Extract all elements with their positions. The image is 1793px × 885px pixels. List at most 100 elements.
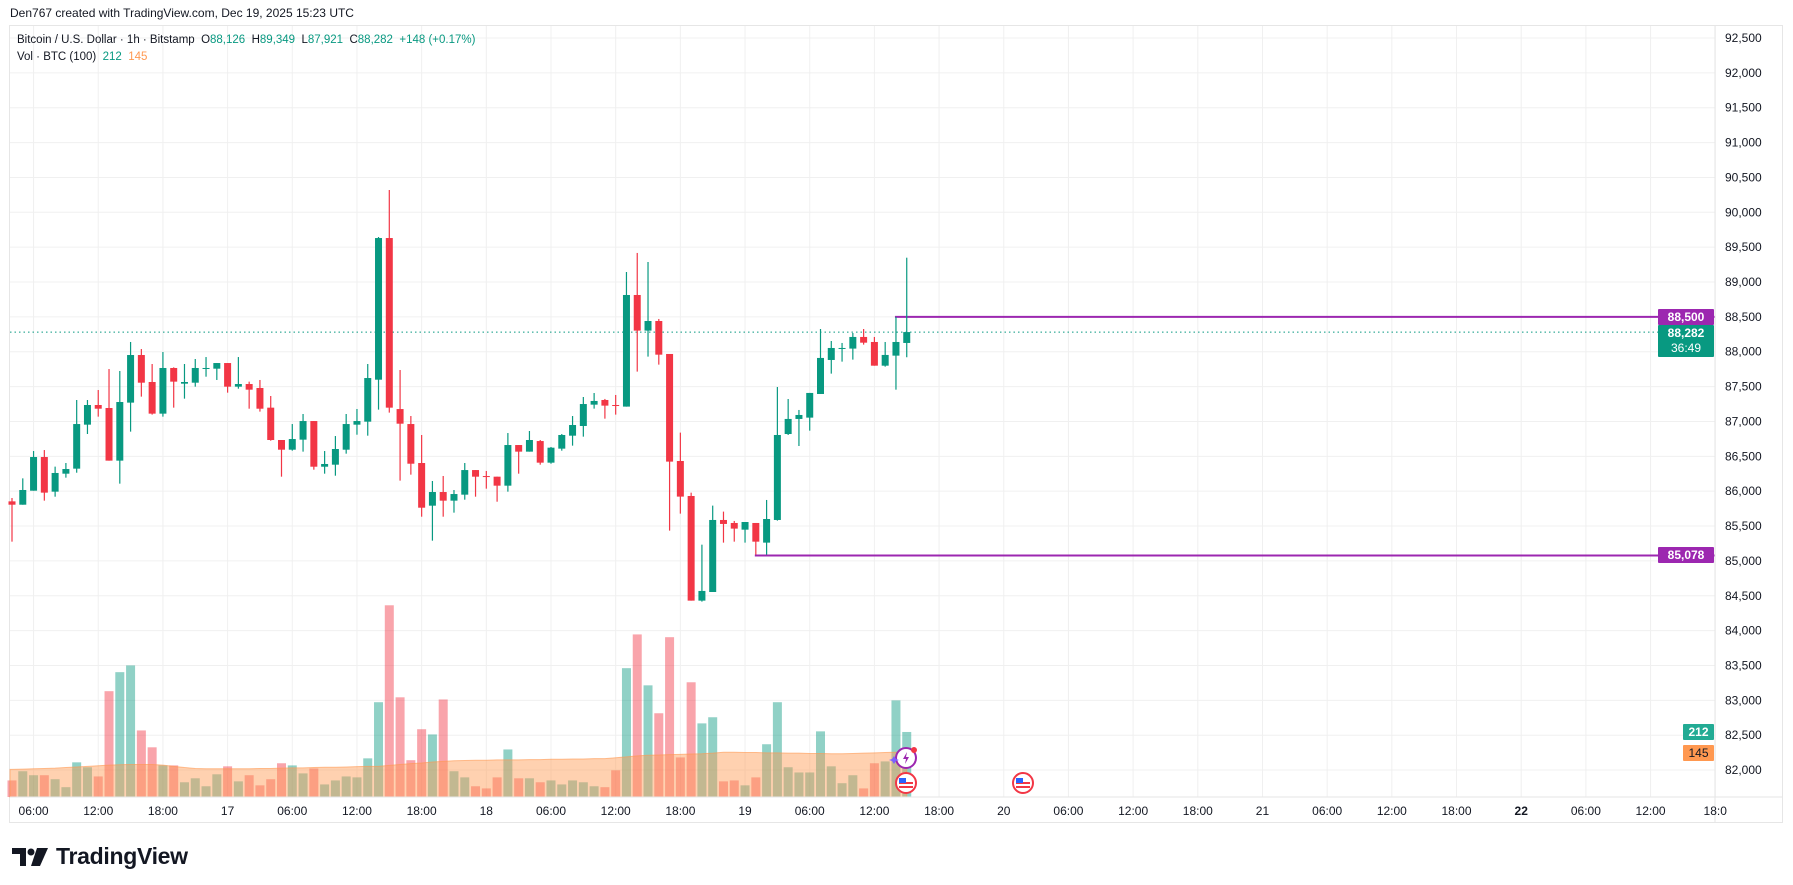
- volume-bar: [352, 777, 362, 797]
- time-tick-label: 06:00: [19, 804, 49, 818]
- candle-body: [892, 341, 900, 356]
- symbol-name: Bitcoin / U.S. Dollar · 1h · Bitstamp: [17, 34, 195, 46]
- candle-body: [385, 238, 393, 408]
- volume-bar: [546, 780, 556, 797]
- volume-bar: [632, 634, 642, 797]
- candle-body: [461, 470, 469, 495]
- candles: [8, 189, 911, 602]
- us-economic-event-icon[interactable]: [895, 772, 917, 794]
- bar-countdown: 36:49: [1670, 341, 1702, 355]
- time-tick-label: 18:00: [1183, 804, 1213, 818]
- volume-bar: [158, 765, 168, 797]
- candle-body: [30, 457, 38, 491]
- candle-body: [407, 424, 415, 464]
- volume-bar: [179, 782, 189, 797]
- time-tick-label: 22: [1515, 804, 1529, 818]
- tradingview-logo[interactable]: TradingView: [12, 843, 188, 870]
- candle-body: [838, 347, 846, 349]
- time-tick-label: 12:00: [601, 804, 631, 818]
- candle-body: [752, 522, 760, 542]
- volume-bar: [82, 767, 92, 797]
- volume-bar: [50, 779, 60, 797]
- time-tick-label: 12:00: [1118, 804, 1148, 818]
- candle-body: [709, 519, 717, 592]
- candle-body: [666, 353, 674, 462]
- volume-bar: [826, 766, 836, 797]
- candle-body: [364, 378, 372, 422]
- candle-body: [288, 439, 296, 450]
- candle-body: [601, 399, 609, 406]
- price-tick-label: 86,000: [1725, 484, 1762, 498]
- candle-body: [180, 381, 188, 384]
- volume-bar: [93, 776, 103, 797]
- volume-bar: [341, 776, 351, 797]
- volume-bar: [718, 781, 728, 797]
- price-tick-label: 85,000: [1725, 554, 1762, 568]
- candle-body: [342, 424, 350, 450]
- price-tick-label: 82,500: [1725, 728, 1762, 742]
- volume-bar: [643, 685, 653, 797]
- volume-bar: [557, 784, 567, 797]
- candle-body: [191, 367, 199, 383]
- candle-body: [202, 367, 210, 369]
- volume-bar: [330, 780, 340, 797]
- volume-bar: [72, 762, 82, 797]
- price-tick-label: 87,000: [1725, 414, 1762, 428]
- low-label: L: [301, 34, 308, 46]
- candle-body: [525, 440, 533, 452]
- volume-bar: [427, 734, 437, 797]
- price-axis[interactable]: 92,500 92,000 91,500 91,000 90,500 90,000 89,5…: [1725, 31, 1762, 777]
- volume-bar: [492, 777, 502, 797]
- tradingview-logo-icon: [12, 847, 48, 866]
- candle-body: [213, 363, 221, 369]
- volume-bar: [794, 772, 804, 797]
- candle-body: [321, 463, 329, 467]
- volume-bar: [783, 767, 793, 797]
- candle-body: [741, 521, 749, 530]
- candle-body: [860, 336, 868, 343]
- candle-body: [633, 294, 641, 331]
- volume-bar: [503, 749, 513, 797]
- us-economic-event-icon[interactable]: [1012, 772, 1034, 794]
- time-tick-label: 06:00: [277, 804, 307, 818]
- candle-body: [245, 384, 253, 390]
- volume-bar: [438, 699, 448, 797]
- price-tick-label: 82,000: [1725, 763, 1762, 777]
- volume-bar: [751, 777, 761, 797]
- candle-body: [504, 445, 512, 486]
- symbol-legend[interactable]: Bitcoin / U.S. Dollar · 1h · Bitstamp O8…: [17, 34, 475, 46]
- time-tick-label: 18:0: [1704, 804, 1728, 818]
- candle-body: [127, 355, 135, 403]
- price-tick-label: 84,500: [1725, 589, 1762, 603]
- candle-body: [267, 407, 275, 441]
- time-axis[interactable]: 06:00 12:00 18:00 17 06:00 12:00 18:00 18 06:00 1…: [19, 804, 1728, 818]
- volume-value: 212: [102, 51, 122, 63]
- volume-bar: [880, 761, 890, 797]
- candle-body: [827, 347, 835, 360]
- high-value: 89,349: [259, 34, 296, 46]
- candle-body: [590, 400, 598, 405]
- grid: [10, 26, 1716, 797]
- time-tick-label: 06:00: [1571, 804, 1601, 818]
- volume-bar: [686, 682, 696, 797]
- volume-bar: [869, 763, 879, 797]
- volume-bar: [772, 702, 782, 797]
- volume-bar: [848, 775, 858, 797]
- level-low-badge: 85,078: [1658, 547, 1714, 563]
- time-tick-label: 12:00: [859, 804, 889, 818]
- volume-bar: [395, 697, 405, 797]
- volume-bar: [255, 785, 265, 797]
- price-tick-label: 91,000: [1725, 136, 1762, 150]
- time-tick-label: 18:00: [924, 804, 954, 818]
- candle-body: [687, 495, 695, 601]
- time-tick-label: 12:00: [1636, 804, 1666, 818]
- ideas-icon[interactable]: [889, 747, 917, 769]
- time-tick-label: 19: [738, 804, 752, 818]
- volume-legend[interactable]: Vol · BTC (100) 212 145: [17, 51, 147, 63]
- candle-body: [116, 402, 124, 461]
- candle-body: [159, 367, 167, 414]
- volume-bar: [363, 758, 373, 797]
- price-tick-label: 83,500: [1725, 658, 1762, 672]
- candle-body: [676, 460, 684, 497]
